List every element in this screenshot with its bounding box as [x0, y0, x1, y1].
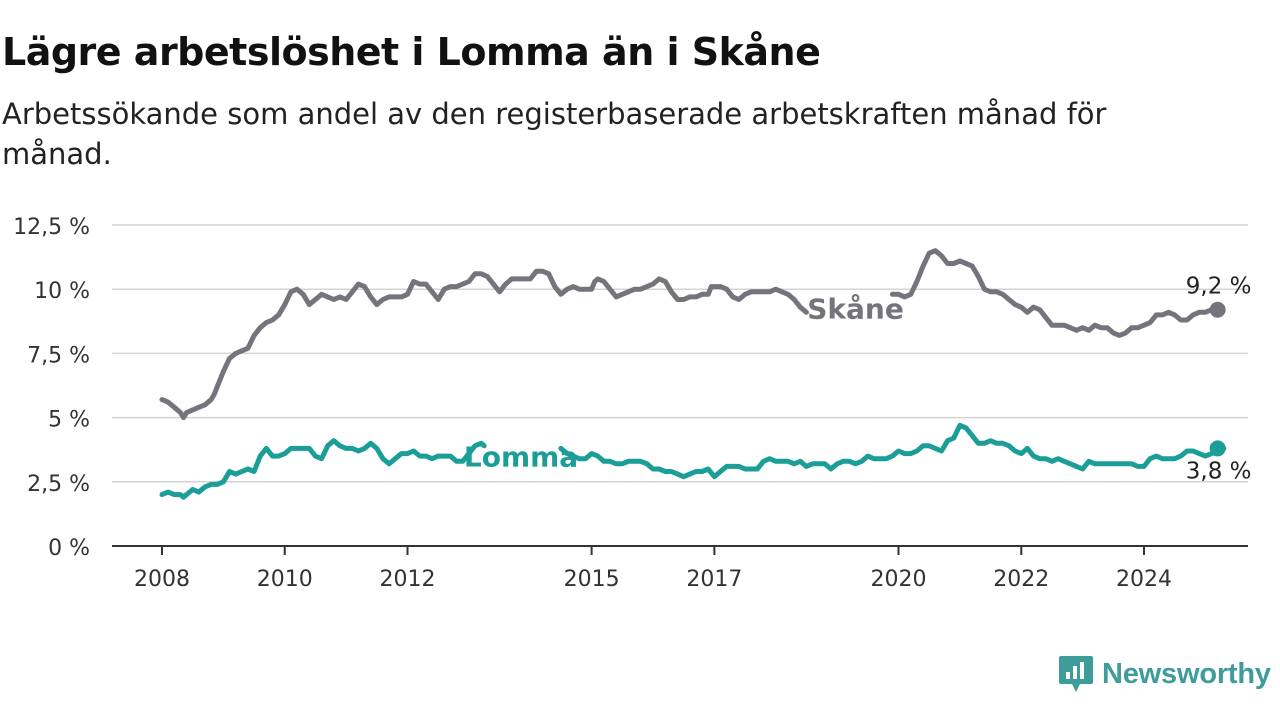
brand: Newsworthy — [1058, 654, 1271, 694]
end-point-lomma — [1209, 440, 1226, 457]
y-tick-label: 5 % — [48, 408, 90, 433]
y-tick-label: 10 % — [34, 279, 90, 304]
y-tick-label: 0 % — [48, 536, 90, 561]
series-name-label: Lomma — [464, 440, 578, 473]
series-line-sk-ne — [159, 248, 1221, 421]
x-tick-label: 2008 — [134, 567, 190, 592]
end-value-label: 9,2 % — [1186, 274, 1252, 300]
end-value-label: 3,8 % — [1186, 458, 1252, 484]
x-tick-label: 2020 — [871, 567, 927, 592]
x-tick-label: 2010 — [257, 567, 313, 592]
x-tick-label: 2022 — [993, 567, 1049, 592]
series-name-label: Skåne — [807, 293, 904, 326]
x-tick-label: 2024 — [1116, 567, 1172, 592]
series-labels: 9,2 % 3,8 % Skåne Lomma — [464, 274, 1252, 485]
x-tick-label: 2017 — [686, 567, 742, 592]
chart-title: Lägre arbetslöshet i Lomma än i Skåne — [2, 30, 821, 74]
brand-name: Newsworthy — [1102, 657, 1271, 690]
y-tick-label: 12,5 % — [13, 215, 90, 240]
grid-lines — [112, 224, 1248, 483]
y-tick-label: 2,5 % — [27, 472, 90, 497]
chart-subtitle: Arbetssökande som andel av den registerb… — [2, 97, 1107, 171]
y-tick-label: 7,5 % — [27, 343, 90, 368]
x-tick-label: 2015 — [564, 567, 620, 592]
end-point-sk-ne — [1209, 301, 1226, 318]
newsworthy-logo-icon — [1059, 656, 1093, 692]
series-lines — [159, 248, 1227, 500]
series-line-lomma — [159, 422, 1227, 500]
axes: 0 % 2,5 % 5 % 7,5 % 10 % 12,5 % 2008 2010 2012 20… — [13, 215, 1248, 592]
x-tick-label: 2012 — [380, 567, 436, 592]
